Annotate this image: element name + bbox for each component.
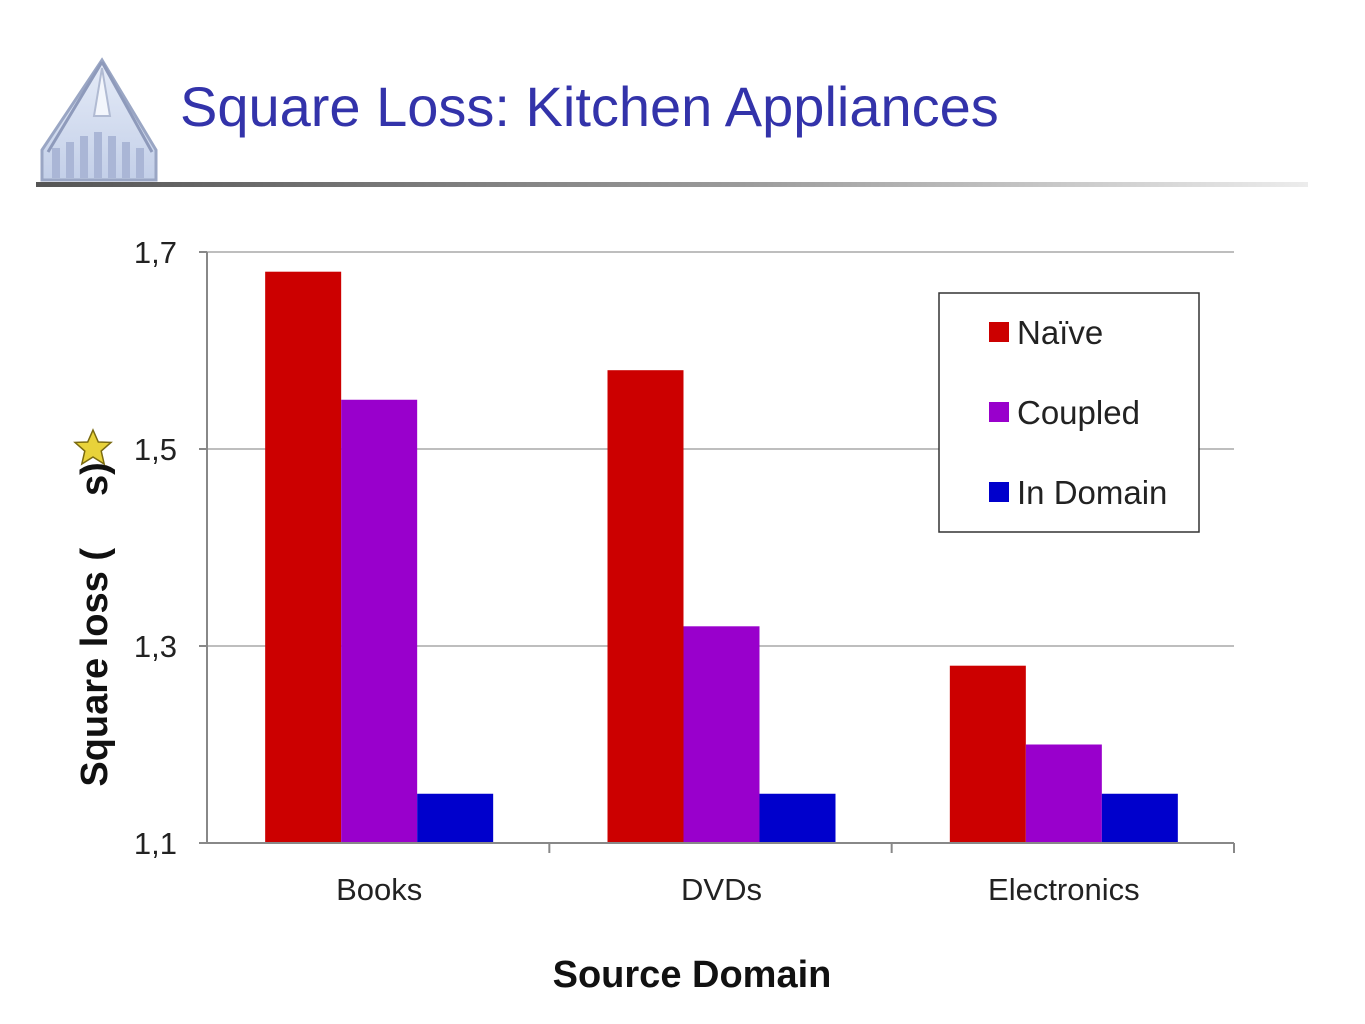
bar-in-domain-dvds (759, 793, 836, 843)
y-tick-label: 1,1 (134, 826, 177, 861)
bar-in-domain-books (417, 793, 494, 843)
bar-naive-books (265, 271, 342, 843)
legend-swatch-coupled (989, 402, 1009, 422)
y-tick-label: 1,5 (134, 432, 177, 467)
bar-naive-dvds (607, 370, 684, 843)
bar-coupled-books (341, 399, 418, 843)
bars (265, 271, 1178, 843)
y-axis-title: Square loss ( s) (74, 462, 116, 786)
legend-box (938, 292, 1200, 533)
x-axis-title: Source Domain (553, 954, 832, 996)
x-tick-label-electronics: Electronics (988, 872, 1140, 907)
slide-title: Square Loss: Kitchen Appliances (180, 75, 999, 138)
y-tick-label: 1,7 (134, 235, 177, 270)
legend-swatch-naive (989, 322, 1009, 342)
legend-swatch-in-domain (989, 482, 1009, 502)
y-axis-title-prefix: Square loss ( (74, 548, 116, 787)
star-icon (73, 428, 113, 466)
y-tick-label: 1,3 (134, 629, 177, 664)
x-tick-label-books: Books (336, 872, 422, 907)
legend-label-in-domain: In Domain (1017, 474, 1167, 511)
legend-label-naive: Naïve (1017, 314, 1103, 351)
x-tick-label-dvds: DVDs (681, 872, 762, 907)
legend: Naïve Coupled In Domain (938, 292, 1200, 533)
title-divider (36, 182, 1308, 187)
y-tick-labels: 1,1 1,3 1,5 1,7 (134, 235, 177, 861)
y-axis-title-suffix: s) (74, 462, 116, 496)
axes (206, 252, 1234, 844)
x-tick-labels: Books DVDs Electronics (336, 872, 1140, 907)
legend-label-coupled: Coupled (1017, 394, 1140, 431)
bar-coupled-electronics (1025, 744, 1102, 843)
bar-in-domain-electronics (1101, 793, 1178, 843)
bar-coupled-dvds (683, 626, 760, 843)
bar-naive-electronics (949, 665, 1026, 843)
cathedral-logo-icon (40, 57, 158, 182)
